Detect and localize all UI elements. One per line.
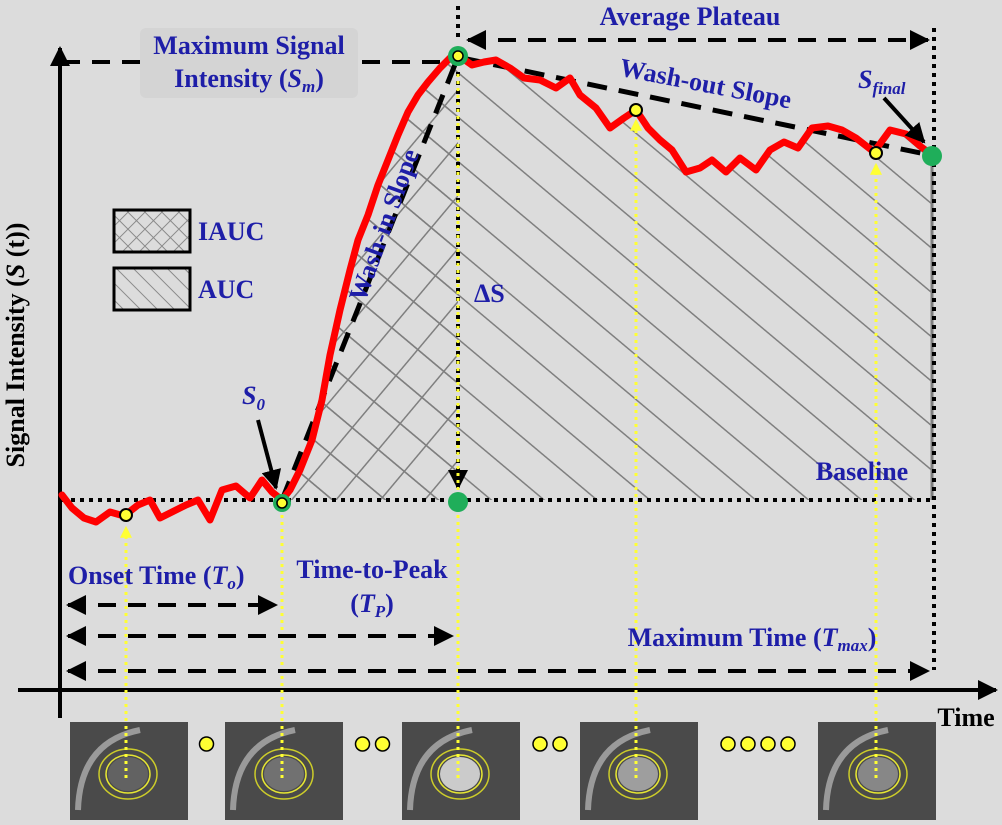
baseline-peak-marker <box>448 492 468 512</box>
onset-time-label: Onset Time (To) <box>68 561 245 593</box>
max-signal-label-line1: Maximum Signal <box>153 31 344 60</box>
s-final-label: Sfinal <box>858 65 906 98</box>
thumbnail-frame-plateau <box>580 722 698 820</box>
onset-marker <box>119 508 133 522</box>
thumbnail-frame-peak <box>402 722 520 820</box>
wash-out-slope-label: Wash-out Slope <box>617 53 793 115</box>
legend-iauc-label: IAUC <box>198 217 264 246</box>
ellipsis-dot <box>532 736 548 752</box>
average-plateau-label: Average Plateau <box>600 2 781 31</box>
ellipsis-dot <box>198 736 215 752</box>
x-axis-label: Time <box>937 703 994 732</box>
legend-auc-swatch <box>112 266 192 312</box>
ellipsis-dot <box>552 736 568 752</box>
delta-s-label: ΔS <box>474 279 505 308</box>
time-to-peak-label-line1: Time-to-Peak <box>296 555 448 584</box>
ellipsis-dot <box>354 736 371 752</box>
s0-pointer <box>256 419 282 490</box>
max-time-label: Maximum Time (Tmax) <box>628 623 877 655</box>
legend-iauc-swatch <box>112 208 192 254</box>
late-marker <box>869 146 883 160</box>
ellipsis-dot <box>760 736 776 752</box>
y-axis-label: Signal Intensity (S (t)) <box>1 223 30 468</box>
legend: IAUC AUC <box>112 208 264 312</box>
baseline-label: Baseline <box>816 457 908 486</box>
max-signal-label-line2: Intensity (Sm) <box>174 64 324 96</box>
s-final-pointer <box>882 96 926 144</box>
s0-label: S0 <box>242 381 265 414</box>
legend-auc-label: AUC <box>198 275 254 304</box>
final-marker <box>922 146 942 166</box>
mri-thumbnails <box>70 722 936 820</box>
ellipsis-dot <box>374 736 391 752</box>
thumbnail-frame-onset <box>70 722 188 820</box>
ellipsis-dot <box>780 736 796 752</box>
thumbnail-frame-s0 <box>225 722 343 820</box>
ellipsis-dots <box>198 736 796 752</box>
s0-marker <box>276 497 288 509</box>
ellipsis-dot <box>740 736 756 752</box>
thumbnail-frame-final <box>818 722 936 820</box>
time-to-peak-label-line2: (TP) <box>350 589 394 621</box>
max-signal-label-bg <box>140 28 358 98</box>
peak-marker <box>452 50 464 62</box>
plateau-marker <box>629 103 643 117</box>
ellipsis-dot <box>720 736 736 752</box>
wash-in-slope-line <box>279 61 459 501</box>
